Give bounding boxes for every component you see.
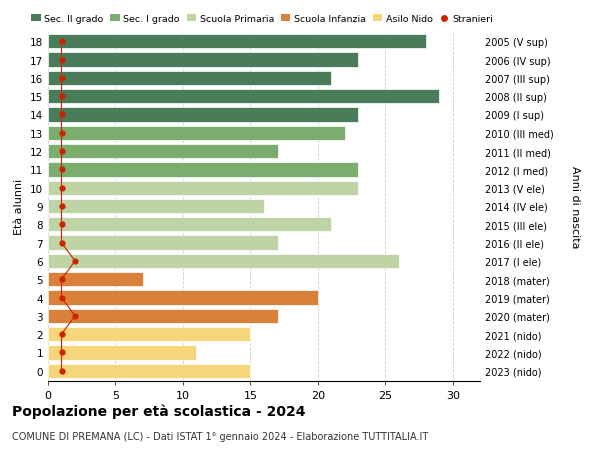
Point bbox=[56, 57, 67, 64]
Bar bbox=[48, 291, 318, 305]
Bar bbox=[48, 181, 358, 196]
Point bbox=[56, 148, 67, 156]
Bar bbox=[48, 273, 143, 287]
Point bbox=[56, 349, 67, 356]
Point bbox=[56, 331, 67, 338]
Text: COMUNE DI PREMANA (LC) - Dati ISTAT 1° gennaio 2024 - Elaborazione TUTTITALIA.IT: COMUNE DI PREMANA (LC) - Dati ISTAT 1° g… bbox=[12, 431, 428, 442]
Point bbox=[56, 75, 67, 82]
Bar bbox=[48, 90, 439, 104]
Bar bbox=[48, 72, 331, 86]
Point bbox=[56, 39, 67, 46]
Point bbox=[56, 203, 67, 210]
Bar bbox=[48, 145, 277, 159]
Bar bbox=[48, 364, 251, 378]
Bar bbox=[48, 35, 426, 49]
Bar bbox=[48, 53, 358, 67]
Y-axis label: Anni di nascita: Anni di nascita bbox=[570, 165, 580, 248]
Point bbox=[56, 185, 67, 192]
Bar bbox=[48, 199, 264, 214]
Bar bbox=[48, 236, 277, 250]
Y-axis label: Età alunni: Età alunni bbox=[14, 179, 25, 235]
Bar bbox=[48, 309, 277, 323]
Point bbox=[56, 221, 67, 229]
Text: Popolazione per età scolastica - 2024: Popolazione per età scolastica - 2024 bbox=[12, 404, 305, 419]
Bar bbox=[48, 126, 345, 140]
Bar bbox=[48, 346, 196, 360]
Point bbox=[56, 112, 67, 119]
Point bbox=[70, 313, 80, 320]
Bar bbox=[48, 108, 358, 123]
Point bbox=[56, 130, 67, 137]
Point bbox=[56, 294, 67, 302]
Point bbox=[56, 276, 67, 283]
Bar bbox=[48, 254, 399, 269]
Point bbox=[56, 367, 67, 375]
Point bbox=[56, 166, 67, 174]
Point bbox=[56, 240, 67, 247]
Point bbox=[56, 93, 67, 101]
Point bbox=[70, 257, 80, 265]
Bar bbox=[48, 327, 251, 341]
Bar bbox=[48, 163, 358, 177]
Bar bbox=[48, 218, 331, 232]
Legend: Sec. II grado, Sec. I grado, Scuola Primaria, Scuola Infanzia, Asilo Nido, Stran: Sec. II grado, Sec. I grado, Scuola Prim… bbox=[31, 15, 493, 24]
